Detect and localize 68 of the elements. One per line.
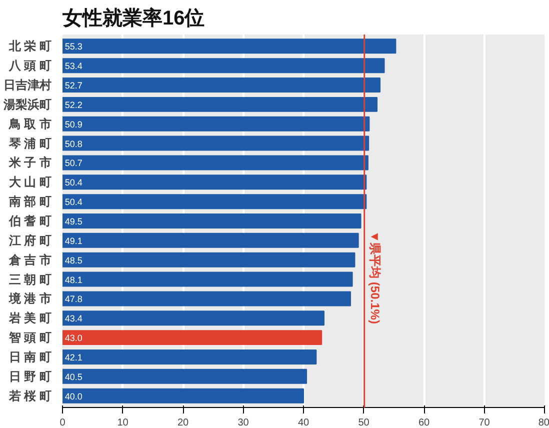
bar [62, 116, 370, 132]
y-tick-label: 日 南 町 [8, 350, 52, 364]
bar [62, 349, 317, 364]
y-tick-label: 琴 浦 町 [8, 136, 52, 150]
x-tick-label: 40 [298, 418, 310, 428]
x-tick-label: 20 [177, 418, 189, 428]
y-tick-label: 三 朝 町 [8, 272, 52, 286]
ref-line-label: ▼県平均 (50.1%) [368, 230, 382, 324]
data-label: 52.2 [64, 100, 82, 110]
data-label: 47.8 [64, 294, 82, 304]
bar [62, 136, 370, 151]
data-label: 50.4 [64, 178, 82, 188]
y-tick-label: 岩 美 町 [8, 311, 52, 326]
bar [62, 330, 322, 346]
bar [62, 78, 381, 93]
y-tick-label: 智 頭 町 [8, 330, 52, 345]
data-label: 48.1 [64, 274, 82, 285]
data-label: 43.4 [64, 314, 82, 324]
bar [62, 155, 368, 170]
y-tick-label: 湯梨浜町 [2, 97, 52, 112]
data-label: 50.9 [64, 119, 82, 130]
y-tick-label: 南 部 町 [8, 194, 52, 209]
y-tick-label: 江 府 町 [8, 233, 52, 248]
y-tick-label: 倉 吉 市 [8, 252, 52, 267]
y-tick-label: 若 桜 町 [8, 388, 52, 403]
y-tick-label: 八 頭 町 [8, 58, 52, 73]
bar [62, 58, 385, 74]
bar [62, 291, 351, 306]
y-tick-label: 大 山 町 [8, 175, 52, 190]
data-label: 49.1 [64, 236, 82, 246]
x-tick-label: 80 [538, 418, 549, 428]
data-label: 40.5 [64, 372, 82, 382]
data-label: 55.3 [64, 42, 82, 52]
data-label: 43.0 [64, 333, 82, 344]
y-tick-label: 日吉津村 [4, 78, 52, 92]
x-tick-label: 70 [478, 418, 490, 428]
bar [62, 194, 367, 210]
y-tick-label: 境 港 市 [8, 292, 52, 306]
x-tick-label: 60 [418, 418, 430, 428]
bar [62, 252, 356, 268]
data-label: 40.0 [64, 391, 82, 402]
x-tick-label: 30 [238, 418, 250, 428]
data-label: 50.8 [64, 138, 82, 149]
data-label: 52.7 [64, 80, 82, 91]
data-label: 50.4 [64, 197, 82, 208]
bar [62, 368, 308, 384]
bar [62, 272, 353, 287]
y-tick-label: 日 野 町 [8, 369, 52, 384]
y-tick-label: 米 子 市 [8, 156, 52, 170]
y-tick-label: 鳥 取 市 [8, 116, 52, 131]
data-label: 53.4 [64, 61, 82, 72]
bar [62, 232, 359, 248]
x-tick-label: 10 [117, 418, 129, 428]
chart-title: 女性就業率16位 [62, 6, 205, 30]
x-tick-label: 0 [60, 418, 66, 428]
bar [62, 174, 367, 190]
bar [62, 96, 378, 112]
y-tick-label: 北 栄 町 [8, 39, 52, 54]
bar [62, 388, 304, 404]
bar [62, 310, 324, 326]
bar [62, 214, 362, 228]
data-label: 42.1 [64, 352, 82, 362]
data-label: 49.5 [64, 216, 82, 226]
data-label: 48.5 [64, 255, 82, 266]
y-tick-label: 伯 耆 町 [8, 214, 52, 228]
data-label: 50.7 [64, 158, 82, 168]
bar [62, 38, 396, 54]
x-tick-label: 50 [358, 418, 370, 428]
